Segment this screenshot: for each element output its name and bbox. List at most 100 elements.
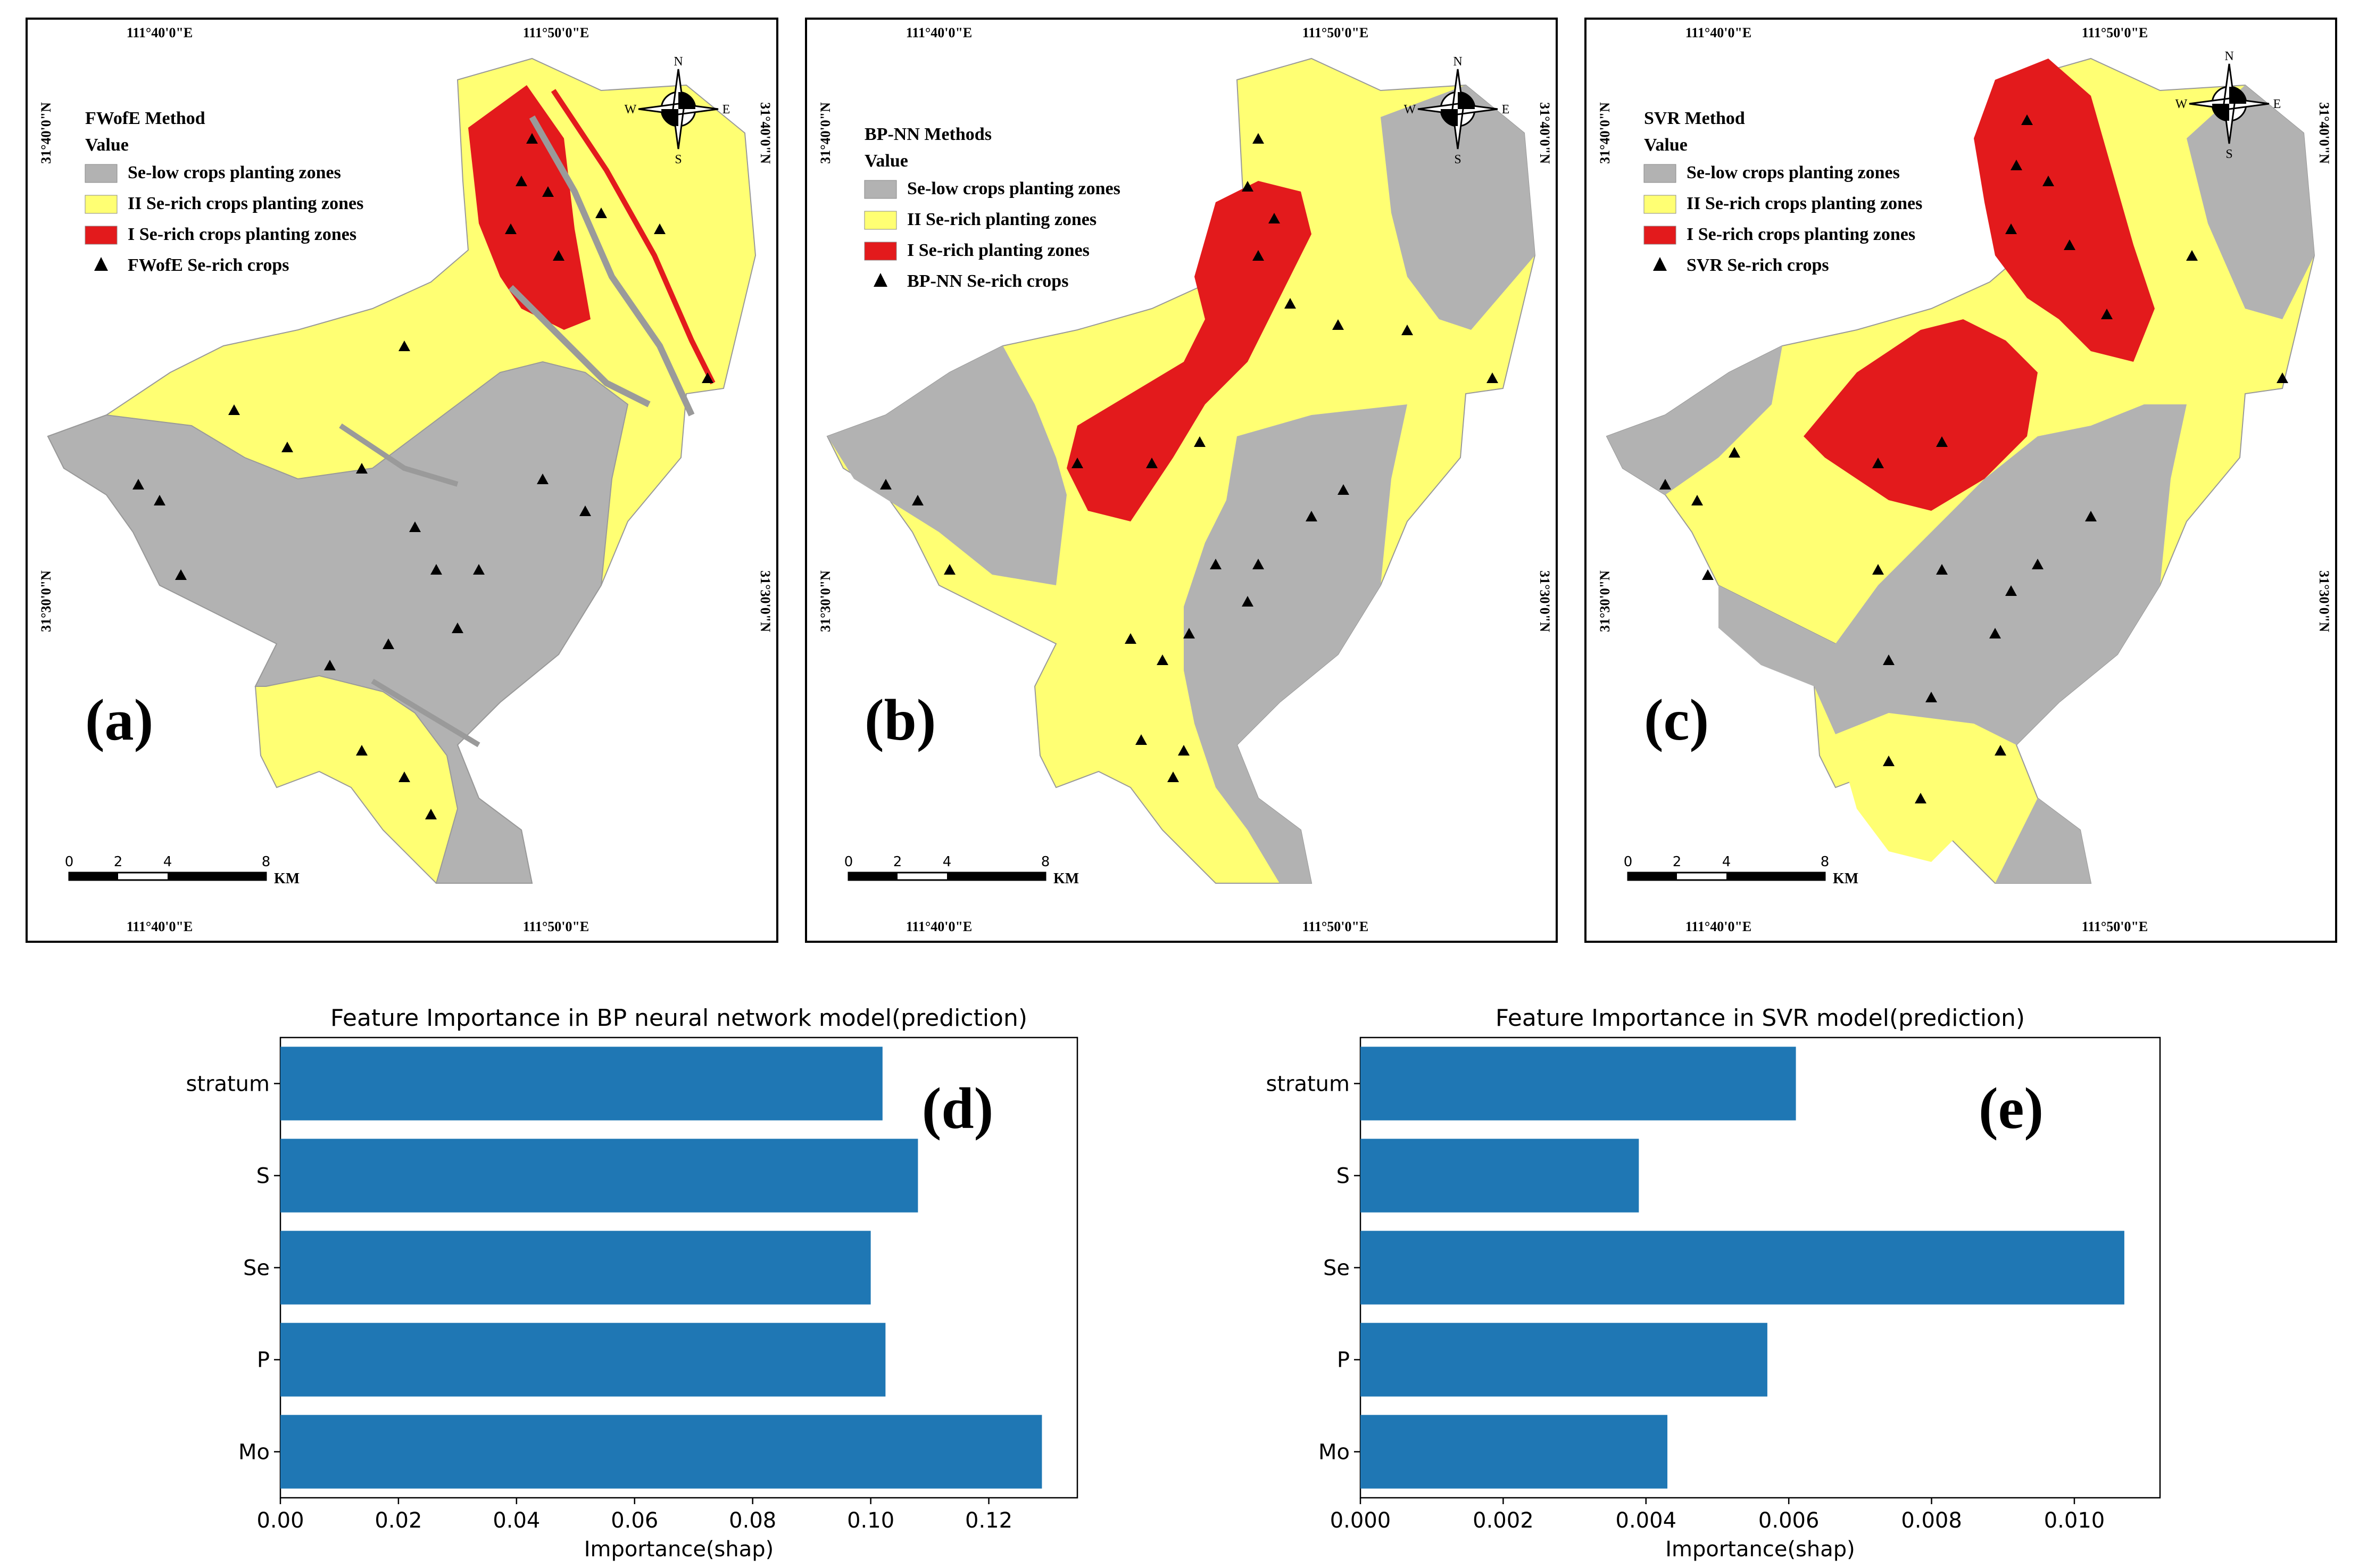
x-tick-label: 0.04 [493, 1508, 540, 1533]
zone-low-area [1607, 346, 1782, 495]
lat-label-left-bottom: 31°30'0"N [818, 570, 833, 632]
legend-swatch [1643, 164, 1676, 183]
bar-chart-e: Feature Importance in SVR model(predicti… [1266, 1005, 2161, 1562]
map-panel-a [26, 18, 778, 943]
bar-mo [1360, 1415, 1668, 1489]
scale-tick-label: 2 [893, 854, 902, 870]
zone-low-area [1184, 404, 1407, 883]
lat-label-right-bottom: 31°30'0"N [1537, 570, 1552, 632]
compass-fill [1441, 92, 1475, 126]
compass-e: E [722, 103, 730, 117]
lat-label-right-top: 31°40'0"N [1537, 102, 1552, 164]
lat-label-left-bottom: 31°30'0"N [38, 570, 54, 632]
legend-swatch [864, 180, 897, 199]
legend-triangle-icon [1653, 257, 1667, 271]
lon-label-bottom-right: 111°50'0"E [523, 919, 589, 934]
scale-bar: 0 2 4 8KM [844, 854, 1079, 887]
legend-item-label: II Se-rich planting zones [907, 210, 1097, 229]
compass-w: W [2175, 97, 2188, 111]
lat-label-right-bottom: 31°30'0"N [2316, 570, 2332, 632]
lat-label-right-top: 31°40'0"N [2316, 102, 2332, 164]
legend-item-label: I Se-rich planting zones [907, 240, 1090, 260]
y-tick-label: stratum [186, 1072, 270, 1097]
compass-e: E [2273, 97, 2281, 111]
compass-s: S [675, 153, 682, 167]
bar-s [1360, 1139, 1639, 1213]
lon-label-top-left: 111°40'0"E [906, 25, 973, 40]
scale-tick-label: 2 [114, 854, 123, 870]
x-axis-label: Importance(shap) [584, 1537, 774, 1562]
bar-mo [280, 1415, 1042, 1489]
lon-label-bottom-right: 111°50'0"E [2082, 919, 2148, 934]
legend-item-label: Se-low crops planting zones [907, 179, 1120, 198]
bar-charts: Feature Importance in BP neural network … [186, 1005, 2161, 1562]
compass-n: N [1453, 55, 1462, 69]
compass-w: W [1404, 103, 1416, 117]
compass-s: S [1454, 153, 1461, 167]
map-b-annotations: 111°40'0"E 111°50'0"E 111°40'0"E 111°50'0"E… [818, 25, 1552, 934]
zone-i-area [1974, 59, 2155, 362]
compass-fill [661, 92, 695, 126]
scale-tick-label: 4 [1722, 854, 1731, 870]
scale-unit: KM [1833, 870, 1858, 887]
panel-label: (a) [85, 687, 153, 752]
scale-segment [69, 873, 118, 880]
scale-tick-label: 4 [163, 854, 172, 870]
legend-item-label: SVR Se-rich crops [1687, 255, 1829, 275]
lon-label-bottom-left: 111°40'0"E [127, 919, 193, 934]
map-panel-b [805, 18, 1558, 943]
lat-label-right-top: 31°40'0"N [758, 102, 773, 164]
scale-tick-label: 8 [262, 854, 271, 870]
panel-label: (c) [1644, 687, 1709, 752]
y-tick-label: P [1337, 1348, 1350, 1373]
x-tick-label: 0.000 [1330, 1508, 1391, 1533]
legend-swatch [864, 242, 897, 261]
zone-ii-area [1846, 740, 1963, 862]
y-tick-label: Se [1323, 1256, 1350, 1281]
scale-segment [168, 873, 266, 880]
panel-label: (b) [865, 687, 936, 752]
y-tick-label: S [256, 1164, 270, 1189]
scale-tick-label: 2 [1673, 854, 1682, 870]
x-tick-label: 0.10 [847, 1508, 894, 1533]
y-tick-label: S [1336, 1164, 1350, 1189]
legend-item-label: II Se-rich crops planting zones [1687, 194, 1922, 213]
scale-segment [947, 873, 1045, 880]
chart-title: Feature Importance in SVR model(predicti… [1496, 1005, 2025, 1032]
scale-tick-label: 0 [65, 854, 74, 870]
scale-tick-label: 4 [943, 854, 952, 870]
lat-label-right-bottom: 31°30'0"N [758, 570, 773, 632]
y-tick-label: stratum [1266, 1072, 1350, 1097]
compass-s: S [2225, 147, 2232, 161]
legend-value-heading: Value [85, 135, 129, 155]
zone-low-area [2187, 85, 2314, 319]
compass-n: N [674, 55, 683, 69]
scale-segment [849, 873, 898, 880]
zone-i-area [468, 85, 591, 330]
legend-title: BP-NN Methods [865, 125, 992, 144]
y-tick-label: Se [243, 1256, 270, 1281]
scale-tick-label: 0 [844, 854, 853, 870]
legend-title: SVR Method [1644, 109, 1745, 128]
lon-label-top-right: 111°50'0"E [523, 25, 589, 40]
x-tick-label: 0.010 [2044, 1508, 2105, 1533]
map-c-annotations: 111°40'0"E 111°50'0"E 111°40'0"E 111°50'0"E… [1597, 25, 2332, 934]
compass-w: W [625, 103, 637, 117]
lon-label-bottom-left: 111°40'0"E [1685, 919, 1752, 934]
panel-label: (d) [922, 1076, 993, 1141]
north-arrow-icon: N S E W [2175, 49, 2281, 161]
zone-i-area [1804, 319, 2038, 511]
legend-item-label: I Se-rich crops planting zones [1687, 225, 1915, 244]
scale-bar: 0 2 4 8KM [65, 854, 300, 887]
legend-swatch [1643, 226, 1676, 245]
bar-se [280, 1231, 871, 1305]
scale-segment [1628, 873, 1677, 880]
river [339, 423, 459, 487]
zone-low-area [827, 346, 1067, 585]
x-tick-label: 0.06 [611, 1508, 658, 1533]
zone-i-river-strip [551, 89, 716, 385]
scale-tick-label: 8 [1041, 854, 1050, 870]
bar-chart-d: Feature Importance in BP neural network … [186, 1005, 1078, 1562]
compass-n: N [2224, 49, 2233, 63]
legend-title: FWofE Method [85, 109, 205, 128]
